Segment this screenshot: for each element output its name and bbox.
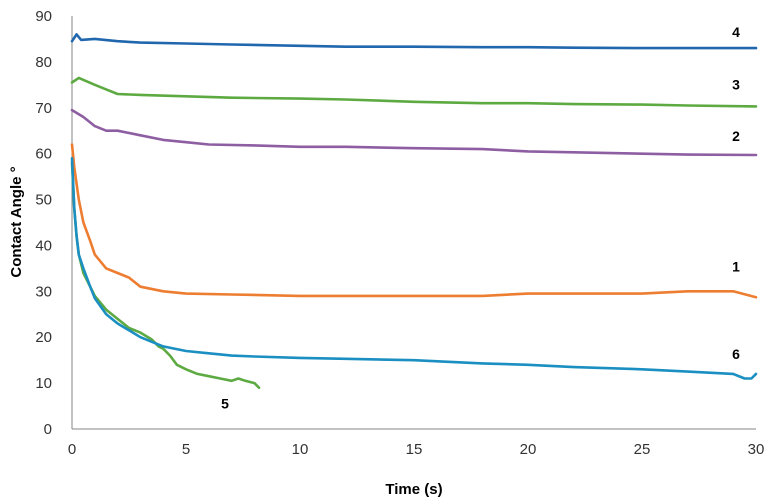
- x-tick-label: 25: [634, 441, 651, 458]
- series-line-3: [70, 76, 758, 108]
- y-tick-label: 0: [44, 421, 52, 438]
- series-line-5: [70, 161, 261, 390]
- series-label-5: 5: [221, 396, 229, 412]
- x-tick-labels: 0 5 10 15 20 25 30: [68, 441, 765, 458]
- y-tick-label: 30: [35, 283, 52, 300]
- y-tick-label: 50: [35, 192, 52, 209]
- x-axis-title: Time (s): [385, 481, 442, 498]
- series-line-6: [70, 157, 758, 380]
- series-labels: 1 2 3 4 5 6: [221, 24, 740, 412]
- y-tick-label: 70: [35, 100, 52, 117]
- x-tick-label: 15: [406, 441, 423, 458]
- x-tick-label: 5: [182, 441, 190, 458]
- y-tick-label: 80: [35, 54, 52, 71]
- series-line-1: [70, 143, 758, 299]
- x-tick-label: 30: [748, 441, 765, 458]
- series-lines: [70, 33, 758, 390]
- x-tick-label: 20: [520, 441, 537, 458]
- x-tick-label: 0: [68, 441, 76, 458]
- y-tick-label: 40: [35, 237, 52, 254]
- series-label-2: 2: [732, 128, 740, 144]
- y-tick-labels: 0 10 20 30 40 50 60 70 80 90: [35, 8, 52, 438]
- y-tick-label: 10: [35, 375, 52, 392]
- series-label-6: 6: [732, 346, 740, 362]
- x-tick-label: 10: [292, 441, 309, 458]
- series-line-4: [70, 33, 758, 50]
- series-line-2: [70, 108, 758, 157]
- y-tick-label: 90: [35, 8, 52, 25]
- series-label-3: 3: [732, 76, 740, 92]
- y-tick-label: 20: [35, 329, 52, 346]
- series-label-1: 1: [732, 258, 740, 274]
- series-label-4: 4: [732, 24, 740, 40]
- y-tick-label: 60: [35, 146, 52, 163]
- y-axis-title: Contact Angle °: [8, 166, 25, 277]
